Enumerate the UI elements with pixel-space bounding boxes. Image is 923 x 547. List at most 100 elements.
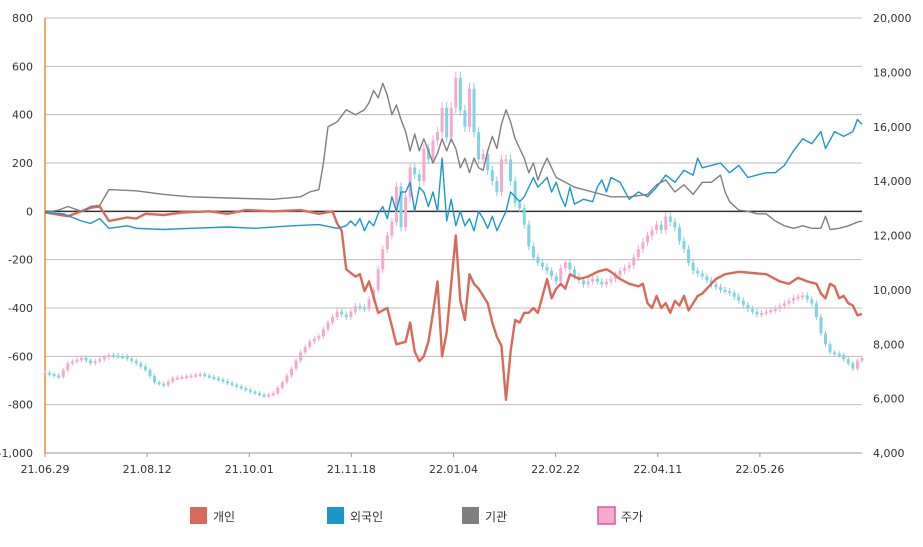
candle-body (317, 336, 321, 339)
candle-body (582, 280, 586, 285)
legend-label: 기관 (485, 510, 507, 524)
candle-body (376, 269, 380, 290)
candle-body (550, 270, 554, 277)
candle-body (769, 310, 773, 313)
candle-body (458, 77, 462, 111)
candle-body (664, 216, 668, 231)
candle-body (728, 291, 732, 294)
candle-body (782, 303, 786, 307)
candle-body (764, 311, 768, 314)
series-line-1 (44, 118, 863, 232)
candle-body (98, 359, 102, 362)
candle-body (454, 77, 458, 108)
candle-body (184, 376, 188, 379)
candle-body (513, 181, 517, 203)
candle-body (449, 107, 453, 138)
candle-body (842, 355, 846, 360)
candle-body (746, 304, 750, 309)
candle-body (677, 227, 681, 241)
right-tick-label: 4,000 (873, 447, 905, 460)
candle-body (198, 374, 202, 377)
candle-body (367, 299, 371, 309)
legend-swatch (190, 507, 207, 524)
candle-body (326, 322, 330, 330)
candle-body (253, 391, 257, 394)
candle-body (495, 181, 499, 192)
candle-body (696, 270, 700, 274)
left-tick-label: 0 (26, 205, 33, 218)
candle-body (362, 307, 366, 310)
left-tick-label: 600 (12, 60, 33, 73)
candle-body (267, 394, 271, 397)
candle-body (792, 298, 796, 301)
candle-body (385, 235, 389, 250)
series-line-0 (44, 205, 863, 401)
candle-body (308, 341, 312, 347)
candle-body (499, 159, 503, 192)
left-tick-label: -200 (8, 254, 33, 267)
candle-body (57, 375, 61, 378)
candle-body (823, 333, 827, 345)
candle-body (148, 370, 152, 377)
candle-body (48, 372, 52, 375)
candle-body (600, 281, 604, 285)
candle-body (207, 375, 211, 378)
candle-body (481, 153, 485, 160)
candle-body (248, 389, 252, 392)
series-line-2 (44, 82, 863, 231)
legend: 개인 외국인 기관 주가 (190, 506, 643, 525)
candle-body (586, 281, 590, 285)
right-tick-label: 12,000 (873, 230, 912, 243)
candle-body (796, 296, 800, 299)
candle-body (518, 202, 522, 209)
candle-body (741, 300, 745, 305)
candle-body (116, 355, 120, 358)
candle-body (171, 378, 175, 382)
candle-body (595, 279, 599, 282)
candle-body (851, 363, 855, 369)
candle-body (125, 356, 129, 359)
candle-body (860, 357, 864, 361)
candle-body (111, 355, 115, 358)
candle-body (93, 361, 97, 364)
candle-body (545, 266, 549, 271)
candle-body (431, 140, 435, 160)
x-tick-label: 21.11.18 (327, 463, 376, 476)
legend-label: 주가 (621, 510, 643, 524)
candle-body (801, 295, 805, 298)
x-tick-label: 21.10.01 (225, 463, 274, 476)
candle-body (226, 381, 230, 384)
candle-body (750, 308, 754, 312)
candle-body (723, 289, 727, 292)
candle-body (139, 363, 143, 367)
candle-body (650, 230, 654, 236)
candle-body (522, 208, 526, 225)
candle-body (230, 382, 234, 385)
right-tick-label: 18,000 (873, 66, 912, 79)
candle-body (280, 382, 284, 388)
candle-body (80, 357, 84, 360)
candle-body (636, 249, 640, 258)
left-tick-label: -600 (8, 350, 33, 363)
candle-body (399, 186, 403, 228)
candle-body (107, 355, 111, 358)
x-axis: 21.06.29 21.08.12 21.10.01 21.11.18 22.01.04… (21, 452, 862, 476)
candle-body (509, 159, 513, 182)
candle-body (299, 352, 303, 361)
candle-body (846, 359, 850, 364)
right-tick-label: 8,000 (873, 338, 905, 351)
candle-body (591, 279, 595, 282)
candle-body (700, 273, 704, 277)
candle-body (755, 311, 759, 315)
candle-body (632, 257, 636, 266)
x-tick-label: 22.04.11 (633, 463, 682, 476)
candle-body (285, 375, 289, 383)
candle-body (84, 357, 88, 361)
left-tick-label: -1,000 (0, 447, 33, 460)
candle-body (175, 377, 179, 380)
candle-body (760, 312, 764, 315)
candle-body (810, 299, 814, 304)
candle-body (426, 148, 430, 160)
candle-body (353, 306, 357, 312)
